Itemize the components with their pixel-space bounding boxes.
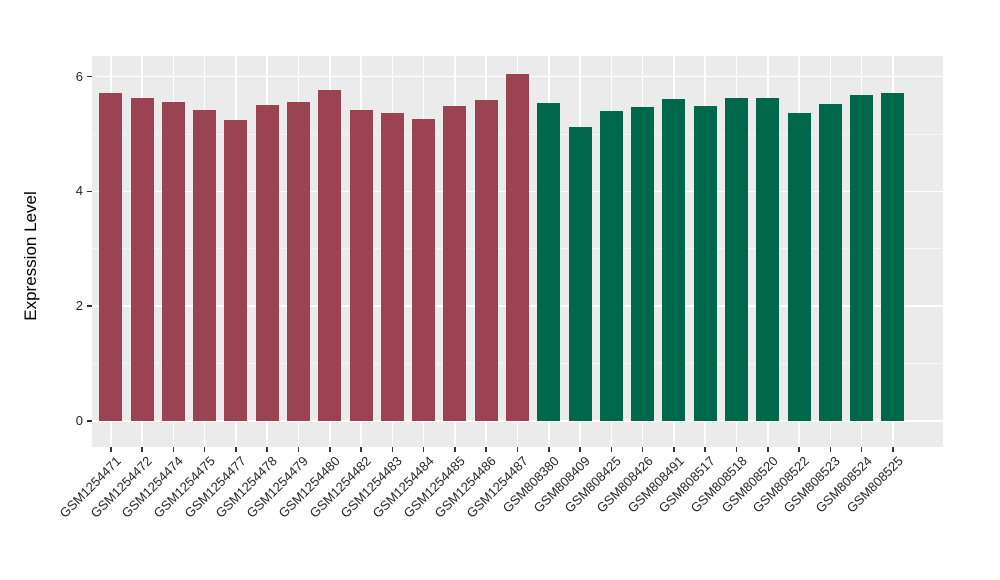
y-tick-label: 2 (75, 298, 83, 314)
y-tick-label: 0 (75, 413, 83, 428)
x-axis-tick (203, 447, 206, 452)
bar-GSM1254479 (286, 102, 310, 421)
x-axis-tick (391, 447, 394, 452)
x-axis-tick (704, 447, 706, 452)
x-axis-tick (422, 447, 425, 452)
y-axis-tick (87, 190, 92, 193)
bar-GSM808522 (787, 113, 811, 421)
bar-GSM1254471 (99, 92, 123, 421)
x-axis-tick (579, 447, 581, 452)
bar-GSM1254484 (412, 118, 436, 421)
y-tick-label: 6 (75, 68, 83, 84)
bar-GSM808520 (756, 97, 780, 421)
x-axis-tick (141, 447, 143, 452)
y-tick-label: 4 (75, 183, 83, 199)
x-axis-tick (860, 447, 863, 452)
x-axis-tick (641, 447, 644, 452)
y-axis-tick (87, 305, 92, 307)
x-axis-tick (798, 447, 800, 452)
bar-GSM808518 (725, 98, 748, 421)
bar-GSM1254478 (255, 104, 279, 421)
x-axis-tick (548, 447, 550, 452)
x-axis-tick (110, 447, 112, 452)
x-axis-tick (516, 447, 519, 452)
bar-GSM808380 (537, 103, 561, 421)
bar-GSM808525 (881, 92, 905, 421)
bar-GSM808426 (631, 107, 655, 421)
bar-GSM1254482 (349, 109, 373, 421)
y-axis-title: Expression Level (21, 190, 40, 321)
bar-GSM1254486 (474, 99, 498, 421)
x-axis-tick (673, 447, 675, 452)
bar-GSM1254485 (443, 105, 467, 421)
bar-GSM808425 (599, 111, 623, 421)
x-axis-tick (829, 447, 832, 452)
bar-GSM1254474 (161, 101, 185, 421)
x-axis-tick (329, 447, 331, 452)
x-axis-tick (454, 447, 456, 452)
bar-GSM1254487 (506, 74, 529, 421)
bar-GSM1254480 (318, 89, 342, 421)
x-axis-tick (360, 447, 362, 452)
bar-GSM808491 (662, 98, 686, 421)
x-axis-tick (485, 447, 487, 452)
bar-GSM808409 (568, 127, 592, 421)
bar-GSM1254475 (193, 109, 217, 421)
x-axis-tick (172, 447, 175, 452)
x-axis-tick (767, 447, 769, 452)
bar-GSM1254483 (380, 112, 404, 421)
bar-GSM808517 (693, 105, 717, 421)
x-axis-tick (610, 447, 613, 452)
x-axis-tick (892, 447, 894, 452)
bar-GSM808524 (850, 94, 874, 421)
bar-GSM1254477 (224, 119, 248, 421)
x-axis-tick (266, 447, 268, 452)
x-axis-tick (297, 447, 300, 452)
x-axis-tick (235, 447, 237, 452)
bar-GSM1254472 (130, 98, 154, 421)
y-axis-tick (87, 420, 92, 422)
x-axis-tick (735, 447, 738, 452)
y-axis-tick (87, 75, 92, 78)
plot-panel (92, 56, 943, 447)
bar-GSM808523 (818, 103, 842, 421)
